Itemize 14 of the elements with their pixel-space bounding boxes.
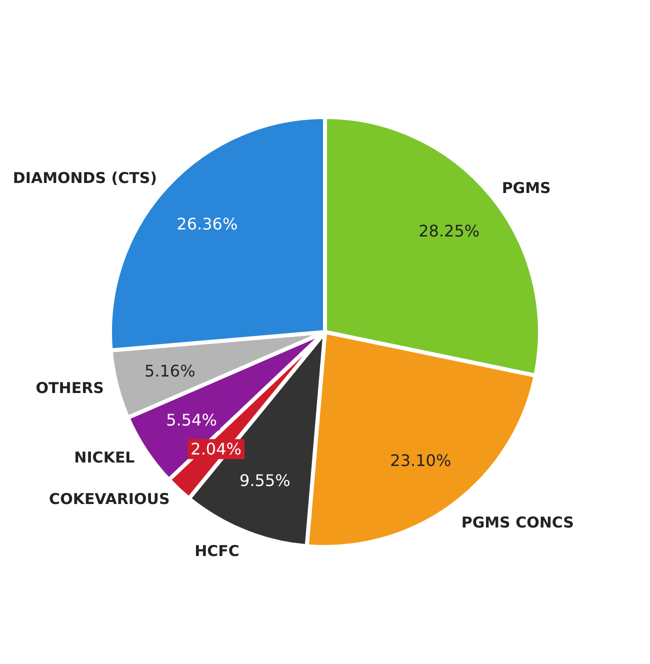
slice-label: OTHERS xyxy=(36,378,104,397)
slice-label: DIAMONDS (CTS) xyxy=(12,168,158,187)
slice-label: HCFC xyxy=(194,542,240,560)
data-label: 23.10% xyxy=(390,450,452,470)
data-label: 5.54% xyxy=(166,410,217,430)
slice-label: NICKEL xyxy=(74,448,136,467)
slice-label: PGMS xyxy=(502,179,551,198)
data-label: 2.04% xyxy=(190,440,242,459)
slice-label: PGMS CONCS xyxy=(461,513,574,532)
data-label: 28.25% xyxy=(418,221,480,240)
data-label: 9.55% xyxy=(240,470,290,490)
data-label: 5.16% xyxy=(144,362,196,381)
slice-label: COKEVARIOUS xyxy=(49,490,170,508)
data-label: 26.36% xyxy=(176,214,238,234)
